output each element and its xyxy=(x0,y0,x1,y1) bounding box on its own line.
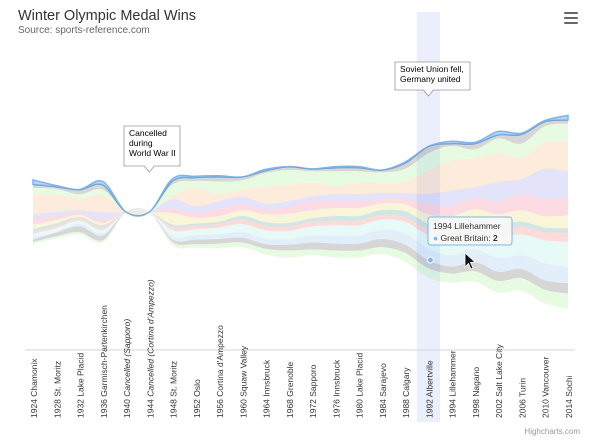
menu-bar xyxy=(564,16,578,20)
tooltip-bullet: ● xyxy=(433,233,441,243)
x-axis-label: 1944 Cancelled (Cortina d'Ampezzo) xyxy=(145,279,155,418)
x-axis-label: 1956 Cortina d'Ampezzo xyxy=(215,325,225,418)
annotation-box xyxy=(394,61,471,97)
stream-series-2[interactable] xyxy=(33,123,568,216)
plot-band xyxy=(416,12,441,422)
stream-series-5[interactable] xyxy=(33,194,568,225)
x-axis-label: 1980 Lake Placid xyxy=(355,353,365,418)
x-axis-label: 1964 Innsbruck xyxy=(262,359,272,418)
x-axis-label: 1992 Albertville xyxy=(424,360,434,418)
tooltip-series: Great Britain: xyxy=(441,233,493,243)
x-axis-label: 2006 Turin xyxy=(517,378,527,418)
stream-series-3[interactable] xyxy=(33,141,568,215)
tooltip-header: 1994 Lillehammer xyxy=(433,221,501,231)
annotation-text: Germany united xyxy=(400,74,461,84)
menu-bar xyxy=(564,12,578,15)
x-axis-label: 1948 St. Moritz xyxy=(169,361,179,418)
mouse-cursor-icon xyxy=(464,252,476,270)
tooltip-body: ● Great Britain: 2 xyxy=(433,233,498,243)
x-axis-label: 1998 Nagano xyxy=(471,367,481,418)
x-axis-label: 1994 Lillehammer xyxy=(448,350,458,418)
year-span: 1940 xyxy=(122,397,132,418)
x-axis-label: 2010 Vancouver xyxy=(541,357,551,418)
x-axis-label: 1936 Garmisch-Partenkirchen xyxy=(99,305,109,418)
stream-series-1[interactable] xyxy=(33,120,568,216)
x-axis-label: 1940 Cancelled (Sapporo) xyxy=(122,319,132,418)
cancelled-span: Cancelled (Sapporo) xyxy=(122,319,132,397)
tooltip-value: 2 xyxy=(493,233,498,243)
annotation-text: Cancelled xyxy=(129,128,167,138)
annotation-callout: Soviet Union fell,Germany united xyxy=(394,61,471,97)
cancelled-span: Cancelled (Cortina d'Ampezzo) xyxy=(145,279,155,397)
year-span: 1944 xyxy=(145,397,155,418)
tooltip: 1994 Lillehammer ● Great Britain: 2 xyxy=(427,216,513,246)
x-axis-label: 1932 Lake Placid xyxy=(76,353,86,418)
credits-link[interactable]: Highcharts.com xyxy=(524,427,580,436)
annotation-box xyxy=(123,125,181,173)
x-axis-label: 1928 St. Moritz xyxy=(52,361,62,418)
stream-series-0[interactable] xyxy=(32,114,569,217)
chart-subtitle: Source: sports-reference.com xyxy=(18,25,150,36)
menu-bar xyxy=(564,21,578,25)
x-axis-label: 1960 Squaw Valley xyxy=(238,345,248,418)
x-axis-label: 1976 Innsbruck xyxy=(331,359,341,418)
x-axis-label: 1924 Chamonix xyxy=(29,358,39,418)
annotation-text: Soviet Union fell, xyxy=(400,64,464,74)
tooltip-box xyxy=(427,216,513,246)
x-axis-label: 2014 Sochi xyxy=(564,375,574,418)
chart-title: Winter Olympic Medal Wins xyxy=(18,8,197,24)
x-axis-label: 1968 Grenoble xyxy=(285,361,295,418)
x-axis-label: 2002 Salt Lake City xyxy=(494,344,504,418)
x-axis-label: 1972 Sapporo xyxy=(308,364,318,418)
x-axis-label: 1988 Calgary xyxy=(401,367,411,418)
annotation-text: during xyxy=(129,138,153,148)
stream-series-4[interactable] xyxy=(33,168,568,220)
annotation-text: World War II xyxy=(129,148,176,158)
hamburger-menu-icon[interactable] xyxy=(564,12,578,25)
x-axis-label: 1984 Sarajevo xyxy=(378,363,388,418)
x-axis-label: 1952 Oslo xyxy=(192,379,202,418)
hover-marker xyxy=(426,256,434,264)
